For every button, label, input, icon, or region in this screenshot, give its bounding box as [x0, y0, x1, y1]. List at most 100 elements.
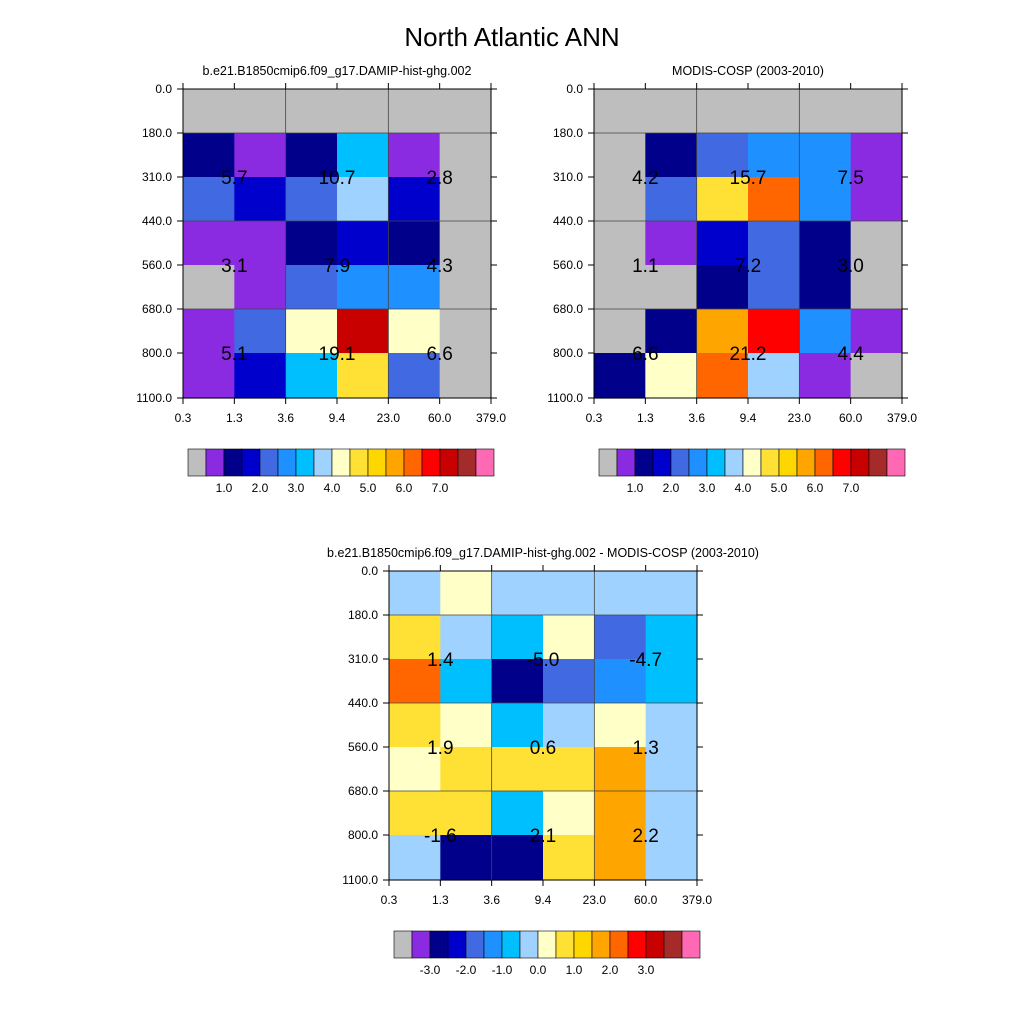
heatmap-cell [594, 221, 646, 266]
heatmap-cell [234, 133, 287, 178]
colorbar-label: 3.0 [288, 481, 305, 495]
colorbar-swatch [742, 448, 762, 477]
colorbar-swatch [778, 448, 798, 477]
colorbar-swatch [393, 930, 413, 959]
heatmap-cell [234, 265, 287, 310]
colorbar-swatch [465, 930, 485, 959]
colorbar-swatch [241, 448, 261, 477]
colorbar-swatch [223, 448, 243, 477]
heatmap-cell [594, 353, 646, 399]
heatmap-cell [285, 353, 338, 399]
x-tick-label: 23.0 [583, 893, 607, 907]
colorbar-swatch [670, 448, 690, 477]
heatmap-cell [440, 791, 493, 836]
colorbar-swatch [411, 930, 431, 959]
heatmap-cell [799, 221, 852, 266]
heatmap-cell [645, 177, 698, 222]
heatmap-cell [439, 309, 492, 354]
heatmap-cell [337, 353, 389, 399]
block-value-label: 6.6 [426, 344, 452, 365]
heatmap-cell [439, 133, 492, 178]
heatmap-cell [748, 221, 800, 266]
y-tick-label: 0.0 [155, 82, 172, 96]
colorbar-swatch [537, 930, 557, 959]
colorbar-label: 3.0 [699, 481, 716, 495]
colorbar: -3.0 -2.0 -1.0 0.0 1.0 2.0 3.0 [393, 930, 701, 977]
y-tick-label: 1100.0 [136, 391, 172, 405]
panel-1: b.e21.B1850cmip6.f09_g17.DAMIP-hist-ghg.… [136, 64, 506, 495]
block-value-label: 7.5 [837, 168, 863, 189]
heatmap-cell [388, 353, 441, 399]
heatmap-cell [543, 835, 595, 881]
colorbar-swatch [634, 448, 654, 477]
y-tick-label: 680.0 [348, 784, 378, 798]
heatmap-cell [543, 571, 595, 616]
y-tick-label: 0.0 [566, 82, 583, 96]
colorbar-swatch [259, 448, 279, 477]
heatmap-cell [850, 89, 903, 134]
y-tick-label: 440.0 [142, 214, 172, 228]
heatmap-cell [337, 309, 389, 354]
heatmap-cell [645, 659, 698, 704]
colorbar-label: 2.0 [252, 481, 269, 495]
heatmap-cell [183, 89, 235, 134]
colorbar-swatch [681, 930, 701, 959]
x-tick-label: 1.3 [226, 411, 243, 425]
y-tick-label: 680.0 [553, 302, 583, 316]
panel-title: b.e21.B1850cmip6.f09_g17.DAMIP-hist-ghg.… [327, 546, 759, 560]
y-tick-label: 440.0 [348, 696, 378, 710]
x-tick-label: 60.0 [428, 411, 452, 425]
heatmap-cell [337, 177, 389, 222]
colorbar-label: 0.0 [530, 963, 547, 977]
heatmap-cell [748, 265, 800, 310]
heatmap-cell [645, 221, 698, 266]
heatmap-cell [388, 309, 441, 354]
colorbar: 1.0 2.0 3.0 4.0 5.0 6.0 7.0 [598, 448, 906, 495]
colorbar-swatch [760, 448, 780, 477]
heatmap-cell [285, 309, 338, 354]
block-value-label: 4.2 [632, 168, 658, 189]
colorbar-swatch [447, 930, 467, 959]
y-tick-label: 560.0 [142, 258, 172, 272]
heatmap-cell [183, 133, 235, 178]
heatmap-cell [234, 221, 287, 266]
block-value-label: 2.8 [426, 168, 452, 189]
heatmap-cell [183, 265, 235, 310]
colorbar-swatch [421, 448, 441, 477]
block-value-label: 6.6 [632, 344, 658, 365]
heatmap-cell [388, 265, 441, 310]
colorbar-swatch [832, 448, 852, 477]
block-value-label: 3.1 [221, 256, 247, 277]
panel-2: MODIS-COSP (2003-2010) 0.3 1.3 3.6 9.4 23.0 60… [547, 64, 917, 495]
heatmap-cell [696, 221, 749, 266]
colorbar: 1.0 2.0 3.0 4.0 5.0 6.0 7.0 [187, 448, 495, 495]
heatmap-cell [234, 177, 287, 222]
y-tick-label: 680.0 [142, 302, 172, 316]
panel-title: MODIS-COSP (2003-2010) [672, 64, 824, 78]
heatmap-cell [543, 703, 595, 748]
heatmap-cell [440, 615, 493, 660]
colorbar-label: 6.0 [396, 481, 413, 495]
heatmap-cell [645, 571, 698, 616]
heatmap-cell [645, 265, 698, 310]
heatmap-cell [439, 265, 492, 310]
y-tick-label: 310.0 [553, 170, 583, 184]
block-value-label: 2.1 [530, 826, 556, 847]
colorbar-label: 1.0 [566, 963, 583, 977]
heatmap-cell [491, 835, 544, 881]
colorbar-swatch [652, 448, 672, 477]
heatmap-cell [748, 133, 800, 178]
x-tick-label: 379.0 [476, 411, 506, 425]
x-tick-label: 9.4 [329, 411, 346, 425]
colorbar-label: 7.0 [843, 481, 860, 495]
heatmap-cell [799, 353, 852, 399]
panel-title: b.e21.B1850cmip6.f09_g17.DAMIP-hist-ghg.… [203, 64, 472, 78]
colorbar-swatch [868, 448, 888, 477]
x-tick-label: 3.6 [277, 411, 294, 425]
heatmap-cell [234, 309, 287, 354]
heatmap-cell [594, 177, 646, 222]
heatmap-cell [389, 615, 441, 660]
x-tick-label: 0.3 [381, 893, 398, 907]
y-tick-label: 560.0 [348, 740, 378, 754]
colorbar-swatch [627, 930, 647, 959]
